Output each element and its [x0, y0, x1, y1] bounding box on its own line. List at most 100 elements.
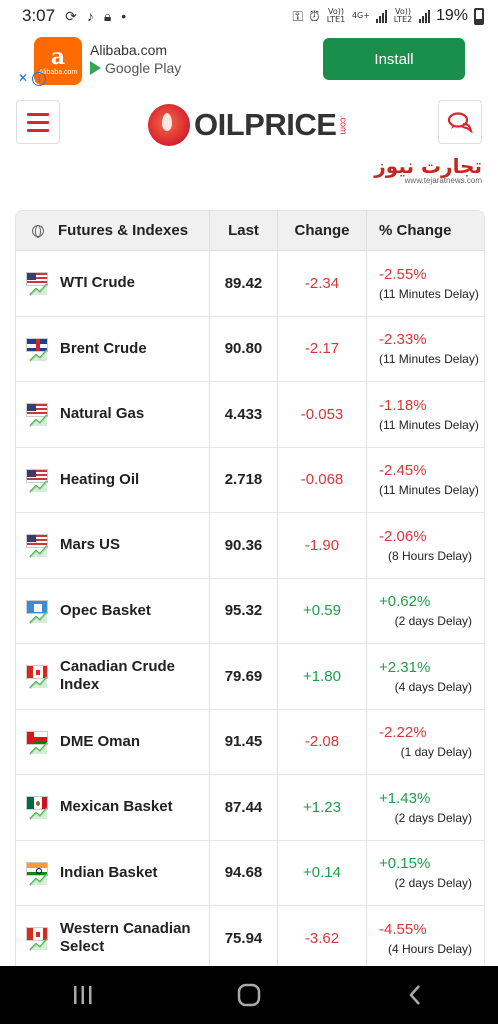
pct-change: -4.55% [379, 920, 427, 938]
row-instrument[interactable]: Heating Oil [16, 447, 210, 512]
pct-change: -2.22% [379, 724, 427, 742]
alibaba-logo-glyph: a [50, 43, 66, 70]
row-instrument[interactable]: Mexican Basket [16, 775, 210, 840]
delay-note: (8 Hours Delay) [387, 548, 472, 563]
flag-om-icon [26, 727, 50, 757]
row-instrument[interactable]: WTI Crude [16, 251, 210, 316]
trend-icon [29, 283, 48, 296]
info-icon[interactable]: i [32, 72, 46, 86]
play-store-icon [90, 61, 101, 75]
network-label-lte2: Vo)) LTE2 [393, 7, 413, 24]
back-button[interactable] [385, 975, 445, 1015]
chat-icon [447, 112, 473, 133]
network-label-4g: 4G+ [351, 11, 370, 20]
flag-mx-icon [26, 792, 50, 822]
recents-icon [74, 986, 92, 1004]
pct-change-cell: +0.15% (2 days Delay) [367, 841, 484, 906]
delay-note: (11 Minutes Delay) [379, 483, 479, 498]
network-label-lte1: Vo)) LTE1 [326, 7, 346, 24]
table-row[interactable]: DME Oman 91.45 -2.08 -2.22% (1 day Delay… [16, 709, 484, 775]
trend-icon [29, 676, 48, 689]
pct-change-cell: +0.62% (2 days Delay) [367, 579, 484, 644]
home-icon [237, 983, 261, 1007]
instrument-name: Opec Basket [60, 601, 151, 619]
last-price: 94.68 [210, 840, 278, 905]
last-price: 90.80 [210, 316, 278, 381]
header-change[interactable]: Change [278, 211, 367, 250]
header-pct-change[interactable]: % Change [379, 222, 452, 239]
battery-percent: 19% [435, 7, 468, 24]
table-row[interactable]: Brent Crude 90.80 -2.17 -2.33% (11 Minut… [16, 316, 484, 382]
watermark: تجارت نیوز www.tejaratnews.com [370, 154, 482, 185]
flag-opec-icon [26, 596, 50, 626]
logo-suffix: .com [338, 115, 349, 135]
ad-title: Alibaba.com [90, 42, 168, 58]
header-futures[interactable]: Futures & Indexes [16, 211, 210, 250]
home-button[interactable] [219, 975, 279, 1015]
lock-icon: 🔒︎ [103, 7, 112, 24]
pct-change-cell: -4.55% (4 Hours Delay) [367, 906, 484, 969]
flag-us-icon [26, 399, 50, 429]
row-instrument[interactable]: Opec Basket [16, 578, 210, 643]
flag-uk-icon [26, 334, 50, 364]
price-change: -3.62 [278, 906, 367, 969]
chat-button[interactable] [438, 100, 482, 144]
delay-note: (2 days Delay) [394, 876, 472, 891]
row-instrument[interactable]: Brent Crude [16, 316, 210, 381]
delay-note: (11 Minutes Delay) [379, 286, 479, 301]
alarm-icon: ⏰︎ [309, 7, 320, 24]
trend-icon [29, 349, 48, 362]
ad-store-label: Google Play [105, 60, 182, 76]
table-row[interactable]: WTI Crude 89.42 -2.34 -2.55% (11 Minutes… [16, 251, 484, 317]
table-row[interactable]: Mars US 90.36 -1.90 -2.06% (8 Hours Dela… [16, 513, 484, 579]
trend-icon [29, 414, 48, 427]
recents-button[interactable] [53, 975, 113, 1015]
row-instrument[interactable]: Western Canadian Select [16, 906, 210, 969]
table-row[interactable]: Opec Basket 95.32 +0.59 +0.62% (2 days D… [16, 578, 484, 644]
row-instrument[interactable]: Natural Gas [16, 382, 210, 447]
table-row[interactable]: Western Canadian Select 75.94 -3.62 -4.5… [16, 906, 484, 969]
trend-icon [29, 611, 48, 624]
table-row[interactable]: Heating Oil 2.718 -0.068 -2.45% (11 Minu… [16, 447, 484, 513]
status-time: 3:07 [22, 6, 56, 25]
pct-change: +0.15% [379, 855, 431, 873]
dot-icon: • [121, 8, 127, 24]
trend-icon [29, 938, 48, 951]
row-instrument[interactable]: Mars US [16, 513, 210, 578]
table-row[interactable]: Mexican Basket 87.44 +1.23 +1.43% (2 day… [16, 775, 484, 841]
instrument-name: Mexican Basket [60, 798, 173, 816]
flag-ca-icon [26, 923, 50, 953]
pct-change-cell: -2.06% (8 Hours Delay) [367, 513, 484, 578]
sync-icon: ⟳ [65, 7, 77, 24]
status-bar: 3:07 ⟳ ♪ 🔒︎ • ⚿ ⏰︎ Vo)) LTE1 4G+ Vo)) LT… [0, 0, 498, 32]
delay-note: (4 Hours Delay) [387, 941, 472, 956]
price-change: -0.068 [278, 447, 367, 512]
globe-icon [32, 224, 44, 238]
delay-note: (1 day Delay) [400, 745, 472, 760]
instrument-name: Heating Oil [60, 470, 140, 488]
row-instrument[interactable]: Canadian Crude Index [16, 644, 210, 709]
flag-us-icon [26, 530, 50, 560]
close-icon[interactable]: ✕ [17, 71, 29, 85]
system-nav-bar [0, 966, 498, 1024]
header-last[interactable]: Last [210, 211, 278, 250]
ad-banner[interactable]: a Alibaba.com Alibaba.com Google Play In… [0, 32, 498, 90]
menu-button[interactable] [16, 100, 60, 144]
pct-change-cell: +1.43% (2 days Delay) [367, 775, 484, 840]
last-price: 87.44 [210, 775, 278, 840]
pct-change-cell: -2.22% (1 day Delay) [367, 710, 484, 775]
table-row[interactable]: Indian Basket 94.68 +0.14 +0.15% (2 days… [16, 840, 484, 906]
alibaba-logo-text: Alibaba.com [38, 68, 78, 76]
header-futures-label: Futures & Indexes [58, 222, 189, 239]
table-row[interactable]: Canadian Crude Index 79.69 +1.80 +2.31% … [16, 644, 484, 710]
row-instrument[interactable]: Indian Basket [16, 840, 210, 905]
row-instrument[interactable]: DME Oman [16, 709, 210, 774]
pct-change: -2.55% [379, 265, 427, 283]
flag-ca-icon [26, 661, 50, 691]
price-change: +0.59 [278, 578, 367, 643]
table-row[interactable]: Natural Gas 4.433 -0.053 -1.18% (11 Minu… [16, 382, 484, 448]
delay-note: (4 days Delay) [394, 679, 472, 694]
oilprice-logo[interactable]: OILPRICE .com [148, 104, 348, 146]
signal-icon-2 [418, 9, 430, 23]
install-button[interactable]: Install [323, 38, 465, 80]
